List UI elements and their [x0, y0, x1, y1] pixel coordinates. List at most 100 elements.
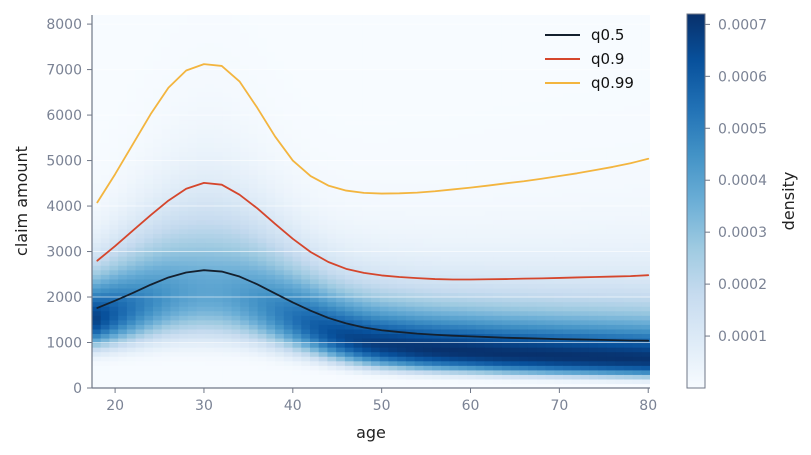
heatmap-cell — [327, 96, 337, 103]
heatmap-cell — [588, 24, 599, 30]
heatmap-cell — [353, 219, 363, 225]
heatmap-cell — [179, 206, 189, 212]
heatmap-cell — [458, 69, 468, 75]
heatmap-cell — [484, 310, 494, 316]
heatmap-cell — [519, 219, 529, 225]
heatmap-cell — [519, 146, 529, 153]
heatmap-cell — [100, 124, 111, 130]
heatmap-cell — [205, 201, 215, 207]
heatmap-cell — [266, 328, 276, 335]
heatmap-cell — [336, 110, 346, 116]
heatmap-cell — [240, 347, 250, 353]
heatmap-cell — [118, 233, 128, 239]
heatmap-cell — [344, 269, 355, 275]
heatmap-cell — [545, 283, 555, 289]
heatmap-cell — [248, 206, 259, 212]
heatmap-cell — [379, 146, 390, 153]
heatmap-cell — [414, 174, 424, 180]
heatmap-cell — [510, 215, 520, 221]
heatmap-cell — [371, 306, 381, 312]
heatmap-cell — [397, 133, 407, 139]
heatmap-cell — [615, 78, 625, 84]
heatmap-cell — [222, 242, 233, 248]
heatmap-cell — [170, 133, 180, 139]
heatmap-cell — [318, 128, 329, 134]
heatmap-cell — [580, 110, 590, 116]
heatmap-cell — [100, 33, 111, 39]
heatmap-cell — [109, 128, 119, 134]
heatmap-cell — [275, 119, 285, 125]
heatmap-cell — [571, 115, 581, 121]
heatmap-cell — [536, 356, 546, 362]
heatmap-cell — [527, 28, 538, 34]
heatmap-cell — [493, 324, 503, 330]
heatmap-cell — [414, 15, 424, 21]
heatmap-cell — [475, 101, 485, 107]
heatmap-cell — [615, 74, 625, 80]
heatmap-cell — [309, 92, 320, 98]
heatmap-cell — [423, 210, 433, 216]
heatmap-cell — [458, 46, 468, 52]
heatmap-cell — [449, 278, 459, 284]
heatmap-cell — [309, 219, 320, 225]
heatmap-cell — [292, 237, 302, 244]
heatmap-cell — [527, 115, 538, 121]
heatmap-cell — [187, 215, 198, 221]
heatmap-cell — [580, 319, 590, 325]
heatmap-cell — [153, 187, 163, 193]
heatmap-cell — [92, 374, 102, 380]
heatmap-cell — [432, 60, 442, 66]
heatmap-cell — [126, 283, 137, 289]
heatmap-cell — [248, 24, 259, 30]
heatmap-cell — [179, 19, 189, 25]
heatmap-cell — [214, 337, 224, 344]
heatmap-cell — [336, 278, 346, 284]
heatmap-cell — [283, 378, 294, 385]
heatmap-cell — [501, 356, 512, 362]
heatmap-cell — [292, 33, 302, 39]
heatmap-cell — [318, 119, 329, 125]
heatmap-cell — [449, 165, 459, 171]
heatmap-cell — [318, 165, 329, 171]
heatmap-cell — [109, 251, 119, 257]
heatmap-cell — [458, 374, 468, 380]
heatmap-cell — [606, 242, 616, 248]
heatmap-cell — [318, 215, 329, 221]
heatmap-cell — [493, 78, 503, 84]
heatmap-cell — [153, 192, 163, 198]
heatmap-cell — [493, 115, 503, 121]
heatmap-cell — [379, 265, 390, 271]
heatmap-cell — [397, 374, 407, 380]
heatmap-cell — [388, 206, 398, 212]
heatmap-cell — [283, 283, 294, 289]
heatmap-cell — [588, 101, 599, 107]
heatmap-cell — [371, 219, 381, 225]
heatmap-cell — [283, 201, 294, 207]
heatmap-cell — [562, 310, 573, 316]
heatmap-cell — [292, 206, 302, 212]
heatmap-cell — [554, 224, 564, 230]
heatmap-cell — [362, 356, 372, 362]
heatmap-cell — [292, 351, 302, 357]
heatmap-cell — [388, 169, 398, 175]
heatmap-cell — [170, 137, 180, 143]
heatmap-cell — [266, 219, 276, 225]
heatmap-cell — [484, 146, 494, 153]
heatmap-cell — [126, 201, 137, 207]
heatmap-cell — [588, 297, 599, 303]
heatmap-cell — [580, 337, 590, 344]
heatmap-cell — [379, 319, 390, 325]
heatmap-cell — [336, 210, 346, 216]
heatmap-cell — [536, 65, 546, 71]
heatmap-cell — [327, 269, 337, 275]
heatmap-cell — [353, 347, 363, 353]
heatmap-cell — [466, 242, 477, 248]
heatmap-cell — [170, 92, 180, 98]
heatmap-cell — [318, 87, 329, 93]
heatmap-cell — [222, 51, 233, 57]
heatmap-cell — [562, 215, 573, 221]
heatmap-cell — [580, 269, 590, 275]
heatmap-cell — [231, 265, 241, 271]
heatmap-cell — [484, 28, 494, 34]
heatmap-cell — [126, 151, 137, 157]
